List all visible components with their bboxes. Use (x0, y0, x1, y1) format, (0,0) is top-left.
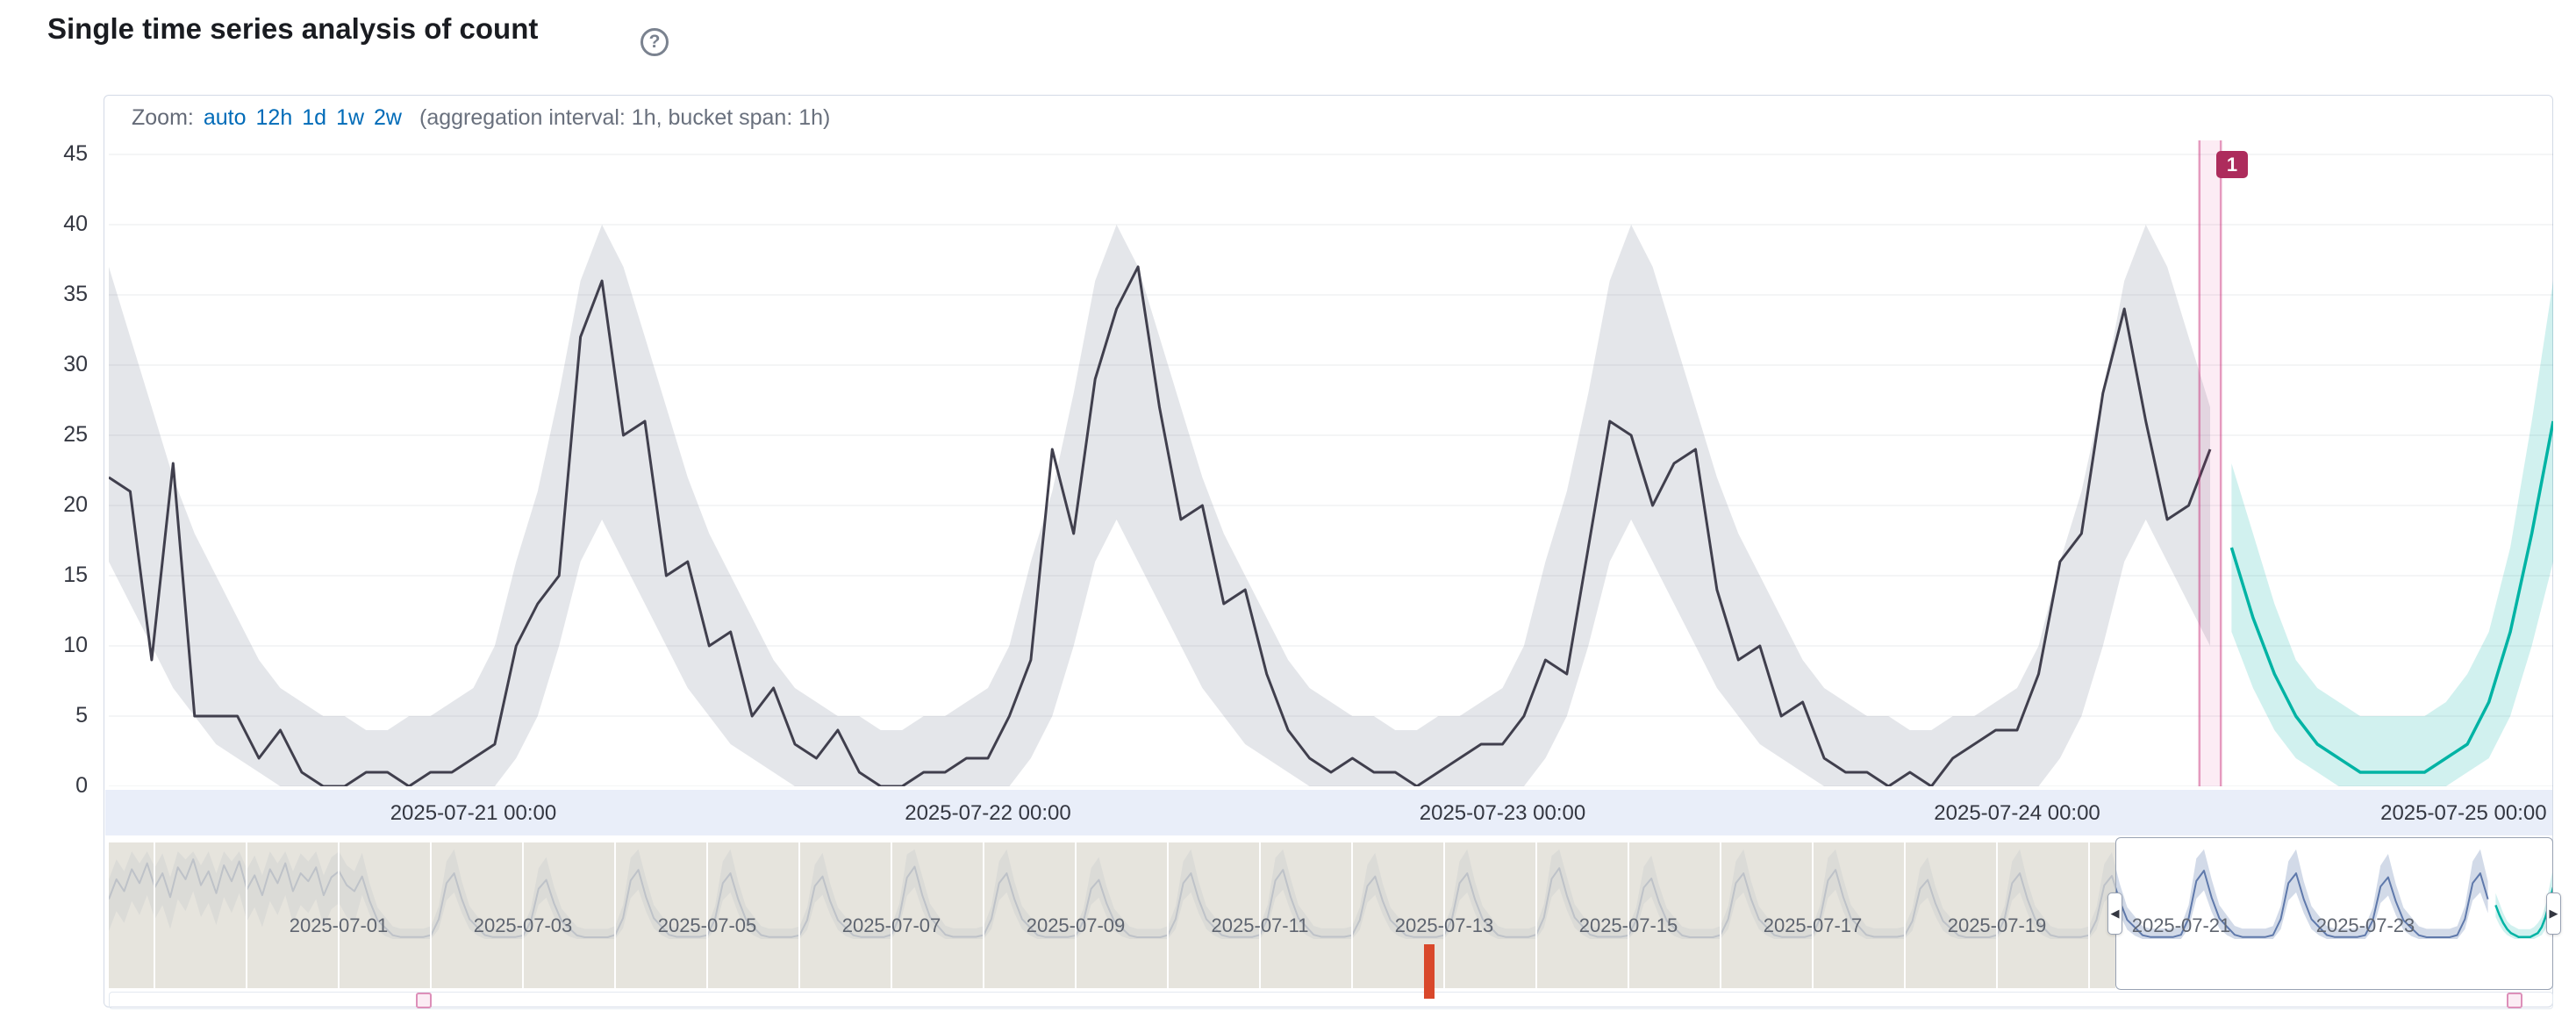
context-date-label: 2025-07-07 (841, 914, 941, 936)
y-tick-label: 30 (63, 352, 88, 376)
context-day-gridline (154, 842, 155, 988)
context-date-label: 2025-07-15 (1578, 914, 1678, 936)
y-tick-label: 45 (63, 141, 88, 166)
y-tick-label: 5 (75, 703, 88, 728)
y-tick-label: 15 (63, 563, 88, 587)
context-day-gridline (2088, 842, 2090, 988)
context-day-gridline (1812, 842, 1814, 988)
context-day-gridline (706, 842, 708, 988)
context-day-gridline (1443, 842, 1445, 988)
context-day-gridline (1904, 842, 1906, 988)
page-title: Single time series analysis of count (47, 12, 539, 45)
context-forecast-line (2494, 886, 2553, 938)
context-day-gridline (1351, 842, 1353, 988)
x-tick-label: 2025-07-24 00:00 (1934, 801, 2100, 825)
y-tick-label: 10 (63, 633, 88, 657)
context-day-gridline (1628, 842, 1629, 988)
context-date-label: 2025-07-19 (1947, 914, 2047, 936)
context-day-gridline (522, 842, 524, 988)
focus-x-axis-strip (104, 790, 2552, 835)
help-icon[interactable]: ? (640, 28, 669, 56)
context-date-label: 2025-07-13 (1394, 914, 1494, 936)
context-day-gridline (1167, 842, 1169, 988)
y-tick-label: 35 (63, 282, 88, 306)
context-day-gridline (614, 842, 616, 988)
context-day-gridline (1259, 842, 1261, 988)
context-date-label: 2025-07-11 (1211, 914, 1309, 936)
brush-handle-left[interactable]: ◀ (2107, 893, 2122, 935)
context-day-gridline (1720, 842, 1721, 988)
context-date-label: 2025-07-09 (1026, 914, 1126, 936)
brush-handle-right[interactable]: ▶ (2546, 893, 2561, 935)
y-tick-label: 25 (63, 422, 88, 447)
zoom-aggregation-info: (aggregation interval: 1h, bucket span: … (419, 105, 831, 130)
model-bounds-area (109, 225, 2210, 786)
x-tick-label: 2025-07-25 00:00 (2380, 801, 2547, 825)
annotation-band[interactable] (2199, 140, 2222, 786)
timerange-brush[interactable]: ◀ ▶ (2107, 837, 2561, 990)
context-day-gridline (430, 842, 432, 988)
y-tick-label: 40 (63, 211, 88, 236)
annotation-badge[interactable]: 1 (2216, 151, 2248, 178)
forecast-line (2229, 420, 2553, 774)
context-date-label: 2025-07-17 (1763, 914, 1863, 936)
observed-line (109, 265, 2212, 786)
forecast-bounds-area (2231, 281, 2553, 786)
zoom-link-auto[interactable]: auto (203, 105, 247, 130)
context-day-gridline (338, 842, 340, 988)
context-day-gridline (891, 842, 892, 988)
context-date-label: 2025-07-21 (2131, 914, 2231, 936)
context-day-gridline (1535, 842, 1537, 988)
annotation-marker[interactable] (2507, 993, 2522, 1008)
zoom-link-2w[interactable]: 2w (374, 105, 402, 130)
annotations-track (109, 992, 2553, 1009)
x-tick-label: 2025-07-22 00:00 (905, 801, 1071, 825)
zoom-link-12h[interactable]: 12h (255, 105, 293, 130)
context-day-gridline (798, 842, 800, 988)
context-date-label: 2025-07-03 (473, 914, 573, 936)
x-tick-label: 2025-07-23 00:00 (1419, 801, 1586, 825)
context-day-gridline (1075, 842, 1077, 988)
anomaly-swimlane-marker[interactable] (1424, 944, 1435, 999)
zoom-label: Zoom: (132, 105, 194, 130)
context-day-gridline (1996, 842, 1998, 988)
x-tick-label: 2025-07-21 00:00 (390, 801, 557, 825)
annotation-marker[interactable] (416, 993, 432, 1008)
context-date-label: 2025-07-01 (289, 914, 389, 936)
context-day-gridline (983, 842, 984, 988)
context-date-label: 2025-07-23 (2315, 914, 2415, 936)
zoom-controls: Zoom: auto 12h 1d 1w 2w (aggregation interval:… (132, 105, 830, 131)
y-tick-label: 20 (63, 492, 88, 517)
context-unselected-mask (109, 842, 2115, 988)
zoom-link-1w[interactable]: 1w (336, 105, 365, 130)
context-day-gridline (246, 842, 247, 988)
focus-chart (109, 140, 2553, 786)
y-tick-label: 0 (75, 773, 88, 798)
zoom-link-1d[interactable]: 1d (302, 105, 327, 130)
context-date-label: 2025-07-05 (657, 914, 757, 936)
